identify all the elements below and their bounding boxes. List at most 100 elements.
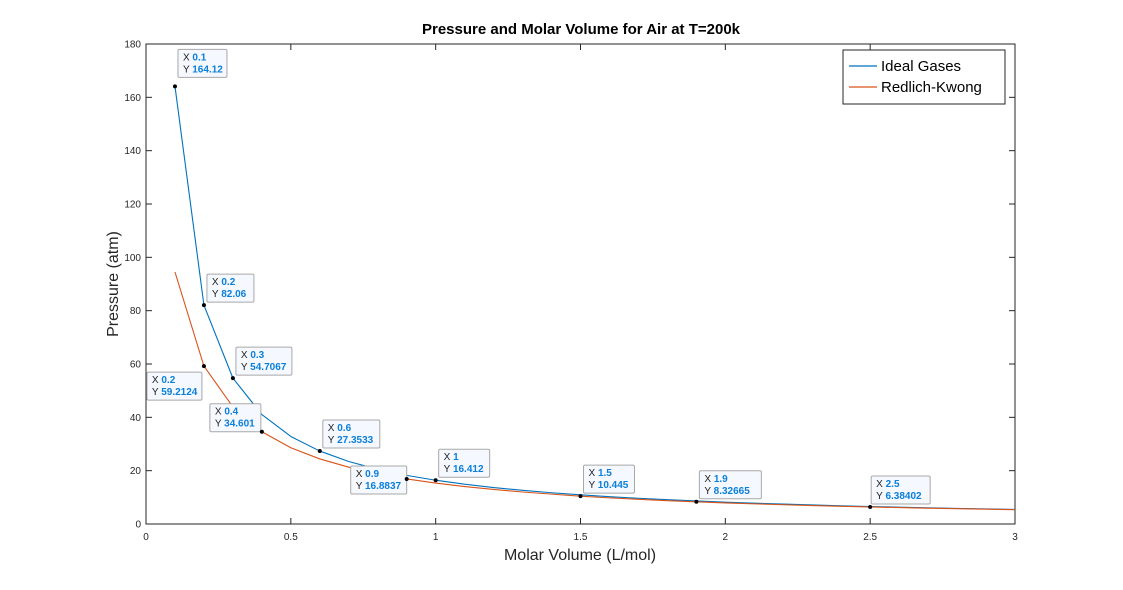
datatips-layer: X 0.1Y 164.12X 0.2Y 82.06X 0.3Y 54.7067X…	[146, 48, 931, 509]
datatip-box	[177, 48, 228, 78]
datatip-y: Y 27.3533	[328, 435, 374, 446]
datatip[interactable]: X 2.5Y 6.38402	[868, 475, 931, 509]
datatip-marker	[578, 494, 583, 499]
datatip[interactable]: X 0.9Y 16.8837	[350, 465, 409, 495]
datatip-box	[146, 371, 203, 401]
y-tick-label: 20	[130, 466, 142, 477]
datatip-y-value: 164.12	[192, 64, 223, 75]
legend-box	[842, 49, 1006, 105]
datatip-y: Y 82.06	[212, 289, 247, 300]
x-tick-label: 3	[1012, 532, 1018, 543]
y-tick-label: 140	[124, 146, 141, 157]
datatip-x-value: 1	[453, 452, 459, 463]
datatip-y: Y 16.8837	[356, 481, 402, 492]
datatip-y: Y 54.7067	[241, 362, 287, 373]
datatip-marker	[868, 504, 873, 509]
datatip-marker	[404, 476, 409, 481]
y-tick-label: 120	[124, 200, 141, 211]
datatip[interactable]: X 0.4Y 34.601	[209, 403, 264, 434]
datatip-box	[438, 448, 491, 478]
x-tick-label: 2	[723, 532, 729, 543]
datatip-marker	[694, 499, 699, 504]
datatip-y: Y 164.12	[183, 64, 223, 75]
datatip-x-value: 0.4	[224, 407, 238, 418]
plot-area	[145, 43, 1016, 525]
datatip-marker	[172, 84, 177, 89]
datatip-x-value: 0.1	[192, 52, 206, 63]
datatip-y: Y 10.445	[589, 480, 629, 491]
datatip[interactable]: X 1.9Y 8.32665	[694, 470, 762, 504]
datatip-y-value: 10.445	[598, 480, 629, 491]
datatip-box	[870, 475, 931, 505]
datatip-y-value: 16.412	[453, 464, 484, 475]
x-tick-label: 2.5	[863, 532, 877, 543]
datatip-x: X 0.2	[212, 277, 236, 288]
datatip-x: X 1	[444, 452, 459, 463]
legend-label: Ideal Gases	[881, 58, 961, 75]
datatip-marker	[433, 478, 438, 483]
chart-title: Pressure and Molar Volume for Air at T=2…	[422, 21, 741, 38]
y-tick-label: 100	[124, 253, 141, 264]
datatip-x: X 1.9	[704, 474, 728, 485]
datatip-y: Y 16.412	[444, 464, 484, 475]
datatip-x-value: 0.2	[161, 375, 175, 386]
datatip-x: X 0.9	[356, 469, 380, 480]
datatip-x-value: 0.6	[337, 423, 351, 434]
y-tick-label: 0	[135, 520, 141, 531]
datatip[interactable]: X 1.5Y 10.445	[578, 464, 635, 499]
legend[interactable]: Ideal Gases Redlich-Kwong	[842, 49, 1006, 105]
datatip-y-value: 54.7067	[250, 362, 287, 373]
datatip[interactable]: X 0.1Y 164.12	[172, 48, 228, 89]
x-axis-label: Molar Volume (L/mol)	[504, 547, 656, 564]
datatip-y-value: 8.32665	[714, 486, 751, 497]
datatip-y-value: 82.06	[221, 289, 246, 300]
y-tick-label: 80	[130, 306, 142, 317]
datatip-y: Y 6.38402	[876, 491, 922, 502]
datatip-marker	[230, 376, 235, 381]
y-tick-label: 160	[124, 93, 141, 104]
datatip-x-value: 2.5	[886, 479, 900, 490]
x-tick-label: 0.5	[284, 532, 298, 543]
x-tick-label: 1	[433, 532, 439, 543]
datatip-x-value: 1.5	[598, 468, 612, 479]
datatip-x: X 0.4	[215, 407, 239, 418]
series-layer	[174, 86, 1016, 511]
datatip-marker	[201, 303, 206, 308]
datatip-box	[235, 346, 293, 376]
datatip-marker	[201, 364, 206, 369]
datatip[interactable]: X 0.2Y 59.2124	[146, 364, 206, 401]
datatip-x-value: 0.2	[221, 277, 235, 288]
y-axis-label: Pressure (atm)	[105, 231, 122, 337]
datatip-y: Y 59.2124	[152, 387, 198, 398]
series-line-redlich-kwong	[174, 271, 1016, 511]
x-tick-label: 1.5	[574, 532, 588, 543]
datatip-box	[698, 470, 762, 500]
y-tick-label: 180	[124, 40, 141, 51]
datatip-x: X 0.2	[152, 375, 176, 386]
legend-label: Redlich-Kwong	[881, 79, 982, 96]
datatip-y-value: 59.2124	[161, 387, 198, 398]
datatip-x-value: 0.3	[250, 350, 264, 361]
x-tick-label: 0	[143, 532, 149, 543]
datatip-x: X 0.3	[241, 350, 265, 361]
datatip-marker	[259, 429, 264, 434]
datatip-marker	[317, 449, 322, 454]
datatip-y-value: 27.3533	[337, 435, 374, 446]
datatip[interactable]: X 0.6Y 27.3533	[317, 419, 381, 454]
datatip-x: X 0.1	[183, 52, 207, 63]
datatip[interactable]: X 0.3Y 54.7067	[230, 346, 293, 381]
datatip-y-value: 16.8837	[365, 481, 402, 492]
datatip-x: X 0.6	[328, 423, 352, 434]
datatip[interactable]: X 1Y 16.412	[433, 448, 491, 483]
datatip[interactable]: X 0.2Y 82.06	[201, 273, 255, 308]
datatip-y: Y 34.601	[215, 419, 255, 430]
y-tick-label: 40	[130, 413, 142, 424]
axis-ticks: 0 0.5 1 1.5 2 2.5 3 0 20 40 60 80 100 120 140 160 180	[124, 40, 1018, 544]
datatip-x: X 2.5	[876, 479, 900, 490]
datatip-x-value: 1.9	[714, 474, 728, 485]
datatip-y-value: 34.601	[224, 419, 255, 430]
datatip-y-value: 6.38402	[885, 491, 922, 502]
datatip-box	[209, 403, 262, 433]
y-tick-label: 60	[130, 360, 142, 371]
